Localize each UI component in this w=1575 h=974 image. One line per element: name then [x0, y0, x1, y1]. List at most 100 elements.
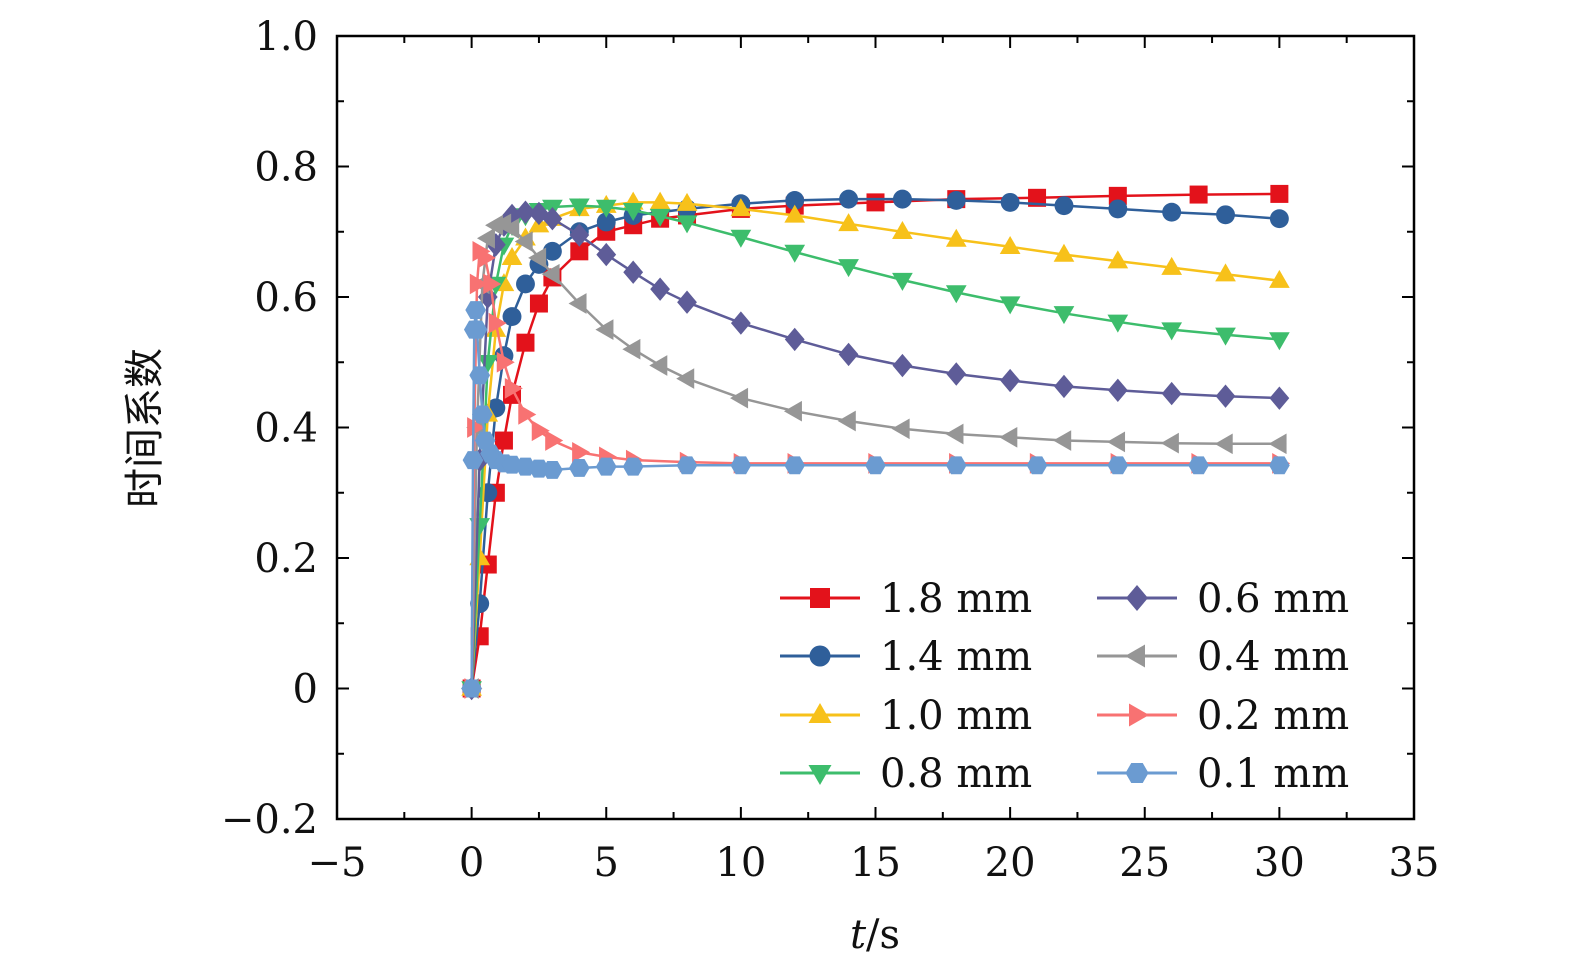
data-point: [623, 260, 644, 284]
legend-item: 0.8 mm: [780, 751, 1032, 797]
data-point: [1214, 433, 1233, 455]
data-point: [516, 333, 535, 352]
data-point: [892, 189, 912, 209]
data-point: [488, 312, 507, 334]
data-point: [865, 456, 886, 475]
series-line: [470, 204, 1280, 689]
data-point: [542, 460, 563, 479]
data-point: [596, 242, 617, 267]
data-point: [504, 378, 523, 399]
data-point: [730, 311, 751, 335]
data-point: [730, 198, 752, 217]
y-tick-label: −0.2: [221, 797, 318, 843]
x-axis-title-variable: t: [850, 912, 867, 958]
data-point: [595, 319, 614, 340]
legend-marker: [808, 703, 832, 723]
data-point: [945, 228, 967, 247]
x-axis-title: t/s: [850, 912, 900, 958]
data-point: [650, 277, 670, 301]
data-point: [1028, 188, 1047, 207]
data-point: [676, 215, 698, 234]
data-point: [462, 451, 484, 470]
data-point: [1107, 378, 1128, 403]
data-point: [622, 457, 644, 476]
data-point: [531, 420, 550, 442]
data-point: [568, 198, 590, 217]
legend-marker: [808, 765, 832, 785]
data-point: [1107, 456, 1129, 475]
data-point: [784, 244, 806, 263]
data-point: [677, 290, 697, 314]
data-point: [837, 410, 856, 432]
legend-label: 0.1 mm: [1197, 751, 1349, 797]
series-line: [470, 201, 1280, 689]
data-point: [1269, 386, 1290, 410]
legend-item: 1.8 mm: [780, 576, 1032, 622]
data-point: [502, 307, 522, 327]
data-point: [1161, 256, 1183, 275]
legend-label: 0.4 mm: [1197, 634, 1349, 680]
data-point: [545, 430, 564, 451]
x-tick-label: 0: [459, 840, 484, 886]
data-point: [596, 212, 616, 232]
legend-marker: [1126, 585, 1148, 611]
data-point: [472, 405, 493, 424]
legend-marker: [810, 588, 830, 608]
data-point: [1000, 368, 1021, 393]
data-point: [892, 353, 913, 378]
data-point: [622, 338, 641, 360]
data-point: [866, 193, 885, 212]
x-tick-label: 15: [850, 840, 901, 886]
data-point: [476, 227, 495, 249]
data-point: [730, 229, 752, 248]
x-tick-label: 30: [1254, 840, 1305, 886]
data-point: [467, 417, 486, 438]
data-point: [730, 387, 749, 409]
data-point: [501, 247, 523, 266]
x-tick-label: 35: [1389, 840, 1440, 886]
y-tick-label: 0.4: [254, 406, 318, 452]
data-point: [891, 418, 910, 440]
data-point: [1054, 196, 1074, 216]
data-point: [515, 200, 536, 224]
data-point: [528, 247, 547, 269]
data-point: [1053, 306, 1075, 325]
legend-item: 1.4 mm: [780, 634, 1032, 680]
data-point: [1216, 205, 1235, 225]
data-point: [1269, 269, 1290, 288]
data-point: [494, 431, 513, 450]
legend-marker: [1129, 703, 1149, 727]
data-point: [568, 458, 590, 477]
data-point: [477, 355, 499, 374]
y-tick-label: 0.2: [254, 536, 318, 582]
data-point: [838, 259, 859, 278]
data-point: [496, 351, 515, 373]
legend-item: 1.0 mm: [780, 693, 1032, 739]
data-point: [1026, 456, 1048, 475]
legend-label: 1.0 mm: [880, 693, 1032, 739]
data-point: [1107, 431, 1126, 453]
data-point: [649, 208, 671, 227]
data-point: [1160, 432, 1179, 454]
data-point: [945, 285, 967, 304]
x-tick-label: 10: [715, 840, 766, 886]
data-point: [649, 355, 668, 376]
data-point: [1054, 374, 1074, 399]
data-point: [1053, 430, 1072, 451]
y-tick-label: 0.6: [254, 275, 318, 321]
data-point: [568, 293, 587, 314]
series-layer: [460, 184, 1291, 701]
data-point: [946, 362, 967, 386]
data-point: [622, 203, 644, 222]
series-line: [470, 222, 1280, 689]
data-point: [784, 456, 806, 475]
x-tick-label: 25: [1119, 840, 1170, 886]
data-point: [676, 456, 698, 475]
data-point: [676, 368, 695, 389]
data-point: [946, 190, 966, 210]
x-axis-title-unit: /s: [866, 912, 900, 958]
data-point: [999, 235, 1021, 254]
data-point: [477, 247, 496, 269]
